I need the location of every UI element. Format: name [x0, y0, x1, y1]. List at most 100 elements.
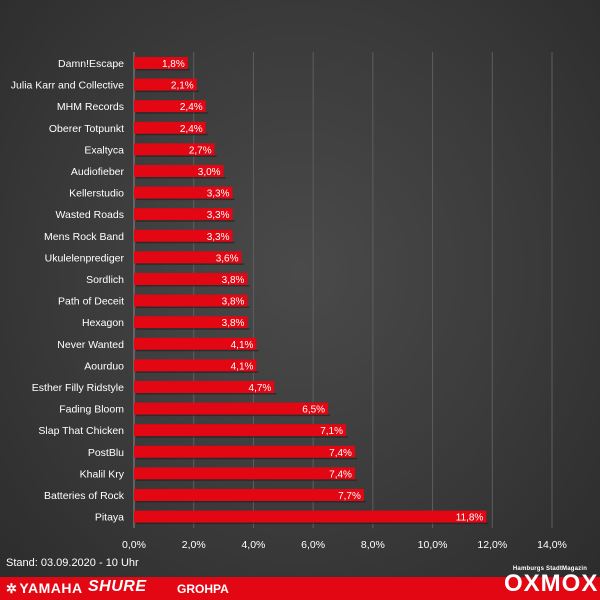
bar-shadow — [136, 177, 226, 179]
category-label: Oberer Totpunkt — [49, 123, 124, 135]
yamaha-emblem-icon: ✲ — [6, 581, 18, 596]
category-label: Hexagon — [82, 317, 124, 329]
category-label: Aourduo — [84, 360, 124, 372]
bar-chart: Damn!Escape 1,8% Julia Karr and Collective… — [11, 52, 567, 551]
bar-shadow — [136, 501, 366, 503]
category-label: Never Wanted — [57, 339, 124, 351]
category-label: MHM Records — [57, 101, 124, 113]
x-tick-label: 2,0% — [182, 539, 206, 551]
category-label: Esther Filly Ridstyle — [32, 382, 124, 394]
category-label: PostBlu — [88, 447, 124, 459]
value-label: 6,5% — [302, 405, 325, 416]
oxmox-subtitle: Hamburgs StadtMagazin — [512, 566, 588, 572]
bar — [134, 510, 487, 523]
bar-shadow — [136, 90, 199, 93]
value-label: 4,7% — [249, 383, 272, 394]
value-label: 3,0% — [198, 167, 221, 178]
value-label: 3,8% — [222, 318, 245, 329]
bar — [134, 165, 224, 177]
bar — [134, 381, 275, 393]
grohpa-logo: GROHPA — [177, 582, 229, 596]
bar — [134, 424, 346, 437]
x-tick-label: 6,0% — [301, 539, 325, 551]
bar — [134, 208, 233, 221]
value-label: 4,1% — [231, 361, 254, 372]
category-label: Julia Karr and Collective — [11, 80, 124, 92]
category-label: Exaltyca — [84, 144, 124, 156]
bar — [134, 316, 248, 329]
value-label: 3,8% — [222, 297, 245, 308]
bar — [134, 445, 355, 458]
value-label: 4,1% — [231, 340, 254, 351]
x-tick-label: 12,0% — [477, 539, 507, 551]
bar — [134, 143, 215, 156]
bar-shadow — [136, 112, 208, 114]
category-label: Sordlich — [86, 274, 124, 286]
bar-shadow — [136, 522, 489, 525]
shure-logo: SHURE — [88, 578, 147, 595]
bar — [134, 186, 233, 199]
oxmox-logo: Hamburgs StadtMagazin OXMOX — [504, 566, 599, 597]
x-tick-label: 0,0% — [122, 539, 146, 551]
bar-shadow — [136, 241, 235, 244]
bar-shadow — [136, 479, 357, 481]
value-label: 2,7% — [189, 145, 212, 156]
bar — [134, 273, 248, 285]
bar — [134, 337, 257, 350]
bar-shadow — [136, 393, 277, 395]
bar-shadow — [136, 155, 217, 157]
value-label: 7,1% — [320, 426, 343, 437]
x-tick-label: 8,0% — [361, 539, 385, 551]
value-label: 7,7% — [338, 491, 361, 502]
x-tick-label: 10,0% — [418, 539, 448, 551]
yamaha-logo-text: YAMAHA — [19, 580, 83, 596]
bar-shadow — [136, 263, 244, 265]
bar — [134, 57, 188, 69]
category-label: Damn!Escape — [58, 58, 124, 70]
value-label: 1,8% — [162, 59, 185, 70]
bar-shadow — [136, 457, 357, 460]
bar — [134, 251, 242, 264]
bar-shadow — [136, 133, 208, 136]
bar-shadow — [136, 69, 190, 71]
bar-shadow — [136, 436, 348, 438]
value-label: 2,4% — [180, 102, 203, 113]
category-label: Khalil Kry — [80, 468, 125, 480]
bar-shadow — [136, 328, 250, 330]
bar-shadow — [136, 349, 259, 352]
timestamp-text: Stand: 03.09.2020 - 10 Uhr — [6, 557, 139, 569]
bar — [134, 294, 248, 307]
bar-shadow — [136, 371, 259, 373]
x-tick-label: 14,0% — [537, 539, 567, 551]
oxmox-wordmark: OXMOX — [504, 570, 599, 597]
bar-shadow — [136, 414, 331, 417]
bar-shadow — [136, 285, 250, 287]
category-label: Pitaya — [95, 512, 124, 524]
value-label: 3,3% — [207, 189, 230, 200]
category-label: Ukulelenprediger — [45, 252, 125, 264]
value-label: 7,4% — [329, 469, 352, 480]
value-label: 3,3% — [207, 232, 230, 243]
bar — [134, 121, 206, 134]
category-label: Audiofieber — [71, 166, 125, 178]
bar — [134, 489, 364, 501]
value-label: 2,4% — [180, 124, 203, 135]
category-label: Path of Deceit — [58, 296, 124, 308]
bar-shadow — [136, 306, 250, 309]
category-label: Slap That Chicken — [38, 425, 124, 437]
value-label: 2,1% — [171, 81, 194, 92]
yamaha-logo: ✲ YAMAHA — [6, 580, 83, 597]
bar-shadow — [136, 220, 235, 222]
value-label: 3,3% — [207, 210, 230, 221]
category-label: Batteries of Rock — [44, 490, 125, 502]
value-label: 11,8% — [456, 513, 484, 524]
category-label: Fading Bloom — [59, 404, 124, 416]
bar — [134, 359, 257, 372]
category-label: Kellerstudio — [69, 188, 124, 200]
bar — [134, 467, 355, 480]
sponsor-bar — [0, 577, 600, 600]
value-label: 3,8% — [222, 275, 245, 286]
bar-shadow — [136, 198, 235, 201]
x-tick-label: 4,0% — [241, 539, 265, 551]
value-label: 7,4% — [329, 448, 352, 459]
